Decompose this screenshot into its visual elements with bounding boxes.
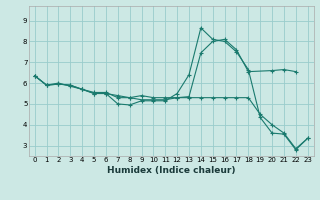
X-axis label: Humidex (Indice chaleur): Humidex (Indice chaleur) [107, 166, 236, 175]
